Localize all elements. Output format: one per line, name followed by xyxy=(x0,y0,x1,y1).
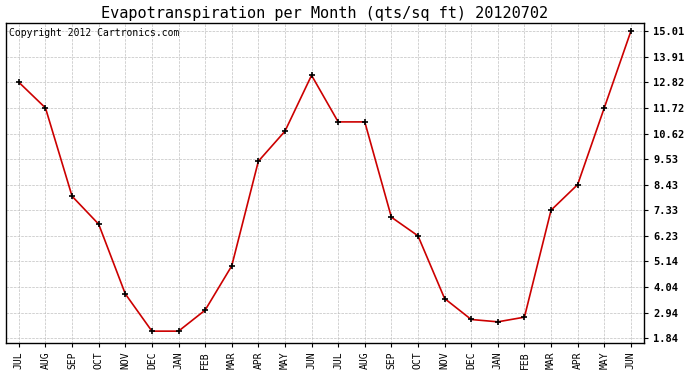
Text: Copyright 2012 Cartronics.com: Copyright 2012 Cartronics.com xyxy=(9,28,179,38)
Title: Evapotranspiration per Month (qts/sq ft) 20120702: Evapotranspiration per Month (qts/sq ft)… xyxy=(101,6,549,21)
